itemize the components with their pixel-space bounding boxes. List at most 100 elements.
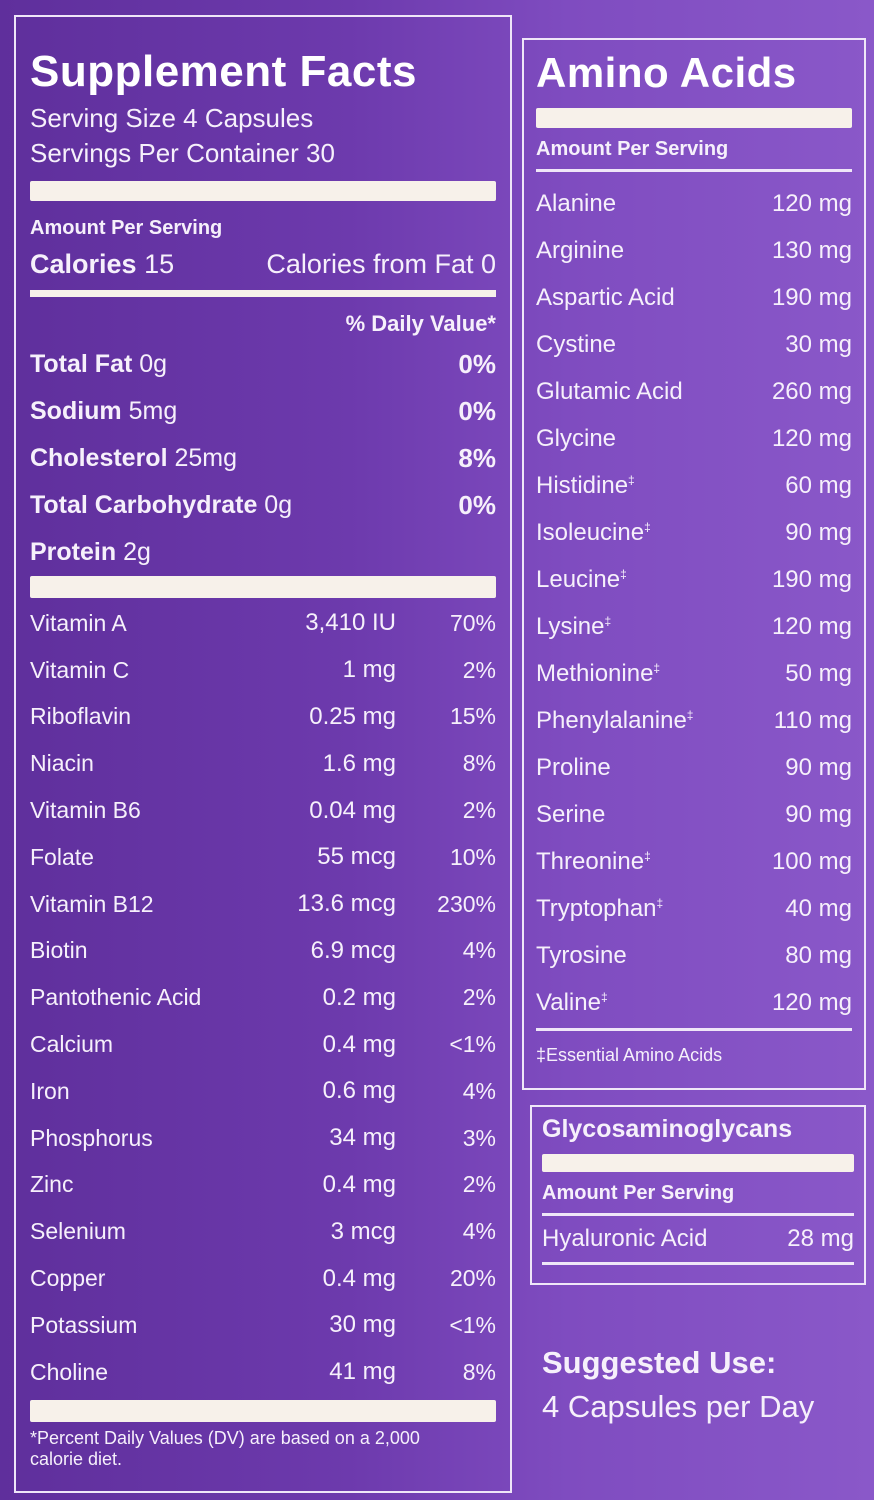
macro-dv: 0% [458,349,496,379]
macro-amount: 25mg [174,444,238,472]
amino-amount: 80 mg [785,941,852,969]
nutrient-dv: 8% [462,1358,496,1385]
amino-name-cell: Arginine [536,237,772,265]
amino-row: Alanine 120 mg [536,180,852,227]
nutrient-dv: 4% [462,1077,496,1104]
macro-name: Total Fat [30,350,133,378]
amino-row: Proline 90 mg [536,744,852,791]
amino-amount: 30 mg [785,330,852,358]
amino-name: Methionine [536,659,654,687]
nutrient-row: Niacin 1.6 mg 8% [30,740,496,787]
nutrient-row: Calcium 0.4 mg <1% [30,1021,496,1068]
glycosaminoglycans-title: Glycosaminoglycans [542,1115,793,1143]
nutrient-row: Vitamin B6 0.04 mg 2% [30,787,496,834]
essential-amino-footnote: ‡Essential Amino Acids [536,1045,723,1065]
amino-row: Serine 90 mg [536,791,852,838]
divider-bar [30,1399,496,1422]
nutrient-row: Potassium 30 mg <1% [30,1302,496,1349]
nutrient-name: Choline [30,1358,108,1385]
nutrient-amount: 0.4 mg [322,1264,396,1292]
amino-row: Leucine‡ 190 mg [536,556,852,603]
essential-mark: ‡ [656,895,664,910]
amino-amount: 50 mg [785,659,852,687]
amino-name: Cystine [536,330,617,358]
nutrient-dv: 4% [462,937,496,964]
amino-name-cell: Histidine‡ [536,472,785,500]
amino-acids-panel: Amino Acids Amount Per Serving Alanine 12… [522,38,866,1090]
divider [536,169,852,172]
supplement-facts-panel: Supplement Facts Serving Size 4 Capsules… [14,15,512,1493]
supplement-facts-title: Supplement Facts [30,47,417,96]
amino-amount: 40 mg [785,894,852,922]
amino-amount: 120 mg [771,988,852,1016]
suggested-use: Suggested Use: 4 Capsules per Day [542,1345,814,1425]
amino-amount-per-serving: Amount Per Serving [536,138,729,160]
amino-row: Aspartic Acid 190 mg [536,274,852,321]
nutrient-name: Folate [30,843,94,870]
macro-amount: 2g [123,538,151,566]
divider [542,1213,854,1216]
divider-bar [536,108,852,128]
calories-label: Calories [30,248,137,279]
nutrient-name: Copper [30,1265,106,1292]
amino-name: Alanine [536,189,617,217]
nutrient-name: Biotin [30,937,88,964]
daily-value-footnote: *Percent Daily Values (DV) are based on … [30,1427,420,1469]
nutrient-row: Vitamin C 1 mg 2% [30,647,496,694]
nutrient-amount: 0.4 mg [322,1170,396,1198]
amino-amount: 120 mg [771,189,852,217]
glyco-amount: 28 mg [787,1225,854,1252]
amino-name: Valine [536,988,601,1016]
macro-row: Total Fat 0g 0% [30,341,496,388]
amino-amount: 90 mg [785,800,852,828]
nutrient-row: Pantothenic Acid 0.2 mg 2% [30,974,496,1021]
amino-row: Glutamic Acid 260 mg [536,368,852,415]
amino-amount: 130 mg [771,236,852,264]
nutrient-row: Copper 0.4 mg 20% [30,1255,496,1302]
amino-name-cell: Methionine‡ [536,660,785,688]
amino-amount: 60 mg [785,471,852,499]
essential-mark: ‡ [604,613,612,628]
nutrient-dv: 15% [449,703,496,730]
glyco-row: Hyaluronic Acid 28 mg [542,1216,854,1262]
amino-amount: 90 mg [785,753,852,781]
amino-amount: 260 mg [771,377,852,405]
amino-row: Valine‡ 120 mg [536,979,852,1026]
amino-row: Cystine 30 mg [536,321,852,368]
amino-name: Tryptophan [536,894,657,922]
macro-row: Protein 2g [30,529,496,576]
divider [536,1028,852,1031]
nutrient-row: Choline 41 mg 8% [30,1349,496,1396]
amino-row: Methionine‡ 50 mg [536,650,852,697]
amino-name-cell: Threonine‡ [536,848,772,876]
nutrient-dv: 20% [449,1265,496,1292]
amino-acids-title: Amino Acids [536,49,797,96]
nutrient-dv: 4% [462,1218,496,1245]
amino-name-cell: Isoleucine‡ [536,519,785,547]
nutrient-name: Vitamin B12 [30,890,154,917]
glyco-name: Hyaluronic Acid [542,1225,708,1252]
amino-row: Tryptophan‡ 40 mg [536,885,852,932]
nutrient-amount: 30 mg [329,1311,396,1339]
nutrient-name: Vitamin C [30,656,130,683]
nutrient-amount: 0.2 mg [322,983,396,1011]
nutrient-row: Biotin 6.9 mcg 4% [30,928,496,975]
macro-amount: 0g [264,491,293,519]
nutrient-dv: <1% [449,1311,496,1338]
nutrient-name: Zinc [30,1171,74,1198]
nutrient-amount: 0.4 mg [322,1030,396,1058]
macro-list: Total Fat 0g 0% Sodium 5mg 0% Cholesterol 25… [30,341,496,576]
suggested-use-heading: Suggested Use: [542,1345,777,1380]
amino-name: Isoleucine [536,518,645,546]
nutrient-dv: 3% [462,1124,496,1151]
amino-name-cell: Leucine‡ [536,566,772,594]
divider [542,1262,854,1265]
nutrient-dv: 2% [462,1171,496,1198]
nutrient-dv: 230% [437,890,496,917]
nutrient-dv: <1% [449,1031,496,1058]
nutrient-amount: 1 mg [342,656,396,684]
nutrient-row: Iron 0.6 mg 4% [30,1068,496,1115]
nutrient-row: Vitamin A 3,410 IU 70% [30,600,496,647]
nutrient-row: Folate 55 mcg 10% [30,834,496,881]
amino-name: Serine [536,800,606,828]
